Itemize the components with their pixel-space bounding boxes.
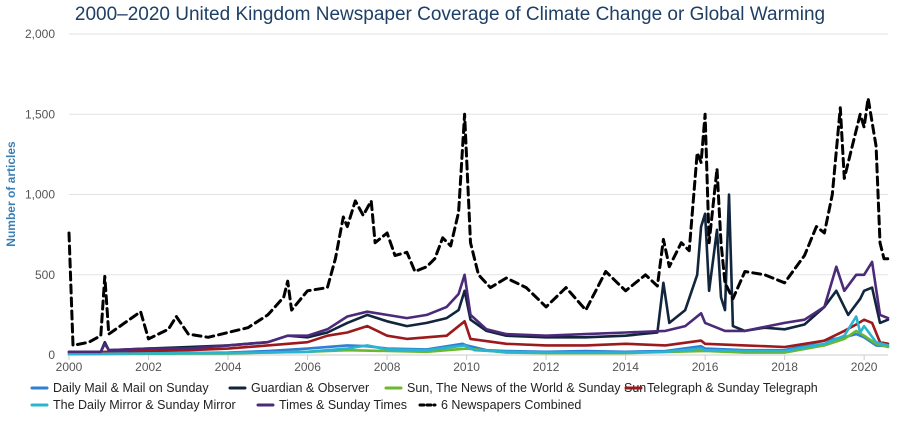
y-tick-label: 0 [48,348,55,362]
x-tick-label: 2004 [215,360,242,374]
series-lines [67,96,890,356]
legend-item[interactable]: The Daily Mirror & Sunday Mirror [30,398,236,412]
x-tick-label: 2020 [851,360,878,374]
x-ticks: 2000 2002 2004 2006 2008 2010 2012 2014 2016 2018… [56,355,878,374]
x-tick-label: 2002 [135,360,162,374]
legend-item[interactable]: 6 Newspapers Combined [418,398,581,412]
y-tick-label: 1,000 [25,188,55,202]
legend-item[interactable]: Guardian & Observer [228,381,369,395]
series-line-4 [67,315,890,356]
legend-item[interactable]: Daily Mail & Mail on Sunday [30,381,209,395]
x-tick-label: 2016 [692,360,719,374]
series-line-3 [67,318,890,354]
y-ticks: 0 500 1,000 1,500 2,000 [25,27,55,362]
y-tick-label: 500 [35,268,55,282]
series-line-5 [67,260,890,354]
legend-item[interactable]: Sun, The News of the World & Sunday Sun [384,381,646,395]
y-tick-label: 2,000 [25,27,55,41]
y-tick-label: 1,500 [25,107,55,121]
legend-label: The Daily Mirror & Sunday Mirror [53,398,236,412]
legend-item[interactable]: Telegraph & Sunday Telegraph [624,381,818,395]
legend[interactable]: Daily Mail & Mail on Sunday Guardian & Ob… [30,381,818,412]
legend-label: Telegraph & Sunday Telegraph [647,381,818,395]
x-tick-label: 2018 [771,360,798,374]
legend-label: Guardian & Observer [251,381,369,395]
x-tick-label: 2006 [294,360,321,374]
grid [69,33,888,356]
legend-label: Sun, The News of the World & Sunday Sun [407,381,646,395]
legend-label: Daily Mail & Mail on Sunday [53,381,209,395]
x-tick-label: 2014 [612,360,639,374]
x-tick-label: 2012 [533,360,560,374]
x-tick-label: 2008 [374,360,401,374]
legend-item[interactable]: Times & Sunday Times [256,398,407,412]
chart-title: 2000–2020 United Kingdom Newspaper Cover… [75,4,825,25]
legend-label: Times & Sunday Times [279,398,407,412]
y-axis-label: Number of articles [4,141,18,247]
x-tick-label: 2010 [453,360,480,374]
series-line-6 [67,96,890,347]
x-tick-label: 2000 [56,360,83,374]
legend-label: 6 Newspapers Combined [441,398,581,412]
